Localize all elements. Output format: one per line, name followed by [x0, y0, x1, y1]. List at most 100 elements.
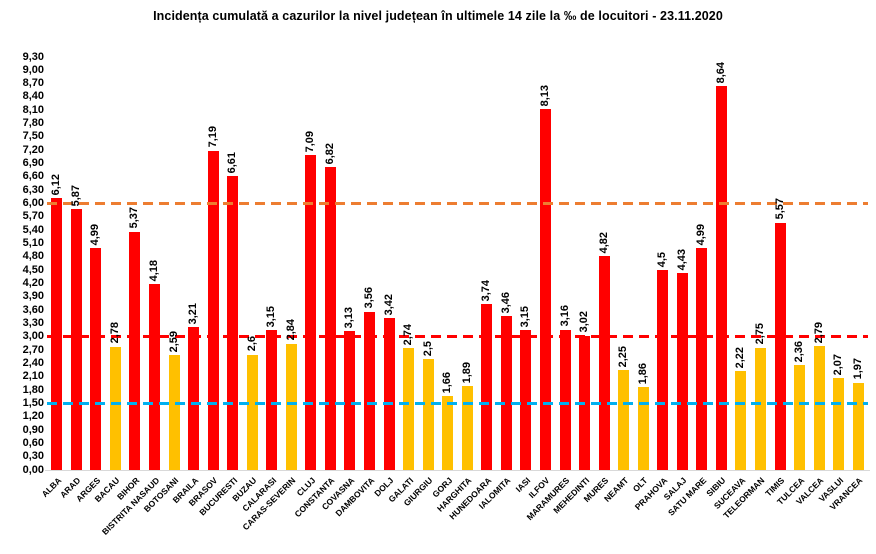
y-tick-label: 6,00 [22, 197, 44, 210]
y-tick-label: 5,10 [22, 237, 44, 250]
y-tick-label: 7,50 [22, 130, 44, 143]
bar-iasi [520, 330, 532, 470]
bar-satu-mare [696, 248, 708, 470]
bar-value-label: 3,15 [265, 305, 278, 328]
middle-threshold-line [47, 335, 868, 339]
bar-brasov [207, 150, 219, 470]
bar-alba [51, 198, 63, 470]
y-tick-label: 1,80 [22, 383, 44, 396]
bar-dambovita [364, 311, 376, 470]
bar-value-label: 5,87 [69, 184, 82, 207]
y-tick-label: 0,30 [22, 450, 44, 463]
lower-threshold-line [47, 401, 868, 405]
bar-value-label: 4,99 [89, 223, 102, 246]
bar-value-label: 1,86 [636, 362, 649, 385]
bar-timis [774, 222, 786, 470]
y-tick-label: 5,70 [22, 210, 44, 223]
bar-gorj [442, 396, 454, 470]
chart-title: Incidența cumulată a cazurilor la nivel … [153, 9, 723, 23]
bar-value-label: 2,79 [812, 321, 825, 344]
bar-value-label: 3,15 [519, 305, 532, 328]
bar-value-label: 1,66 [441, 371, 454, 394]
y-tick-label: 9,30 [22, 50, 44, 63]
y-tick-label: 1,20 [22, 410, 44, 423]
y-tick-label: 3,30 [22, 316, 44, 329]
bar-value-label: 1,97 [851, 358, 864, 380]
bar-value-label: 3,46 [499, 291, 512, 314]
bar-valcea [813, 346, 825, 470]
bar-bihor [129, 231, 141, 470]
bar-vaslui [833, 378, 845, 470]
bar-value-label: 2,25 [617, 345, 630, 368]
bar-value-label: 6,61 [226, 152, 239, 174]
y-tick-label: 3,60 [22, 303, 44, 316]
bar-value-label: 4,5 [656, 251, 669, 268]
y-tick-label: 1,50 [22, 396, 44, 409]
bar-prahova [657, 270, 669, 470]
bar-mures [598, 255, 610, 470]
y-tick-label: 0,60 [22, 436, 44, 449]
bar-caras-severin [285, 343, 297, 470]
y-tick-label: 7,20 [22, 143, 44, 156]
bar-galati [403, 348, 415, 470]
bar-value-label: 7,09 [304, 130, 317, 153]
bar-giurgiu [422, 358, 434, 470]
y-tick-label: 3,00 [22, 330, 44, 343]
y-tick-label: 4,20 [22, 276, 44, 289]
bar-value-label: 2,74 [402, 323, 415, 346]
bar-value-label: 8,64 [714, 61, 727, 84]
y-tick-label: 5,40 [22, 223, 44, 236]
y-tick-label: 2,40 [22, 356, 44, 369]
y-tick-label: 2,70 [22, 343, 44, 356]
bar-bacau [109, 346, 121, 470]
bar-botosani [168, 354, 180, 470]
bar-cluj [305, 155, 317, 470]
bar-value-label: 1,89 [460, 361, 473, 384]
bar-value-label: 2,75 [753, 323, 766, 345]
bar-olt [637, 387, 649, 470]
upper-threshold-line [47, 202, 868, 206]
bar-value-label: 6,82 [323, 142, 336, 165]
bar-value-label: 7,19 [206, 126, 219, 148]
bar-sibiu [715, 86, 727, 470]
bar-ilfov [539, 108, 551, 470]
bar-value-label: 2,59 [167, 330, 180, 352]
bar-hunedoara [481, 303, 493, 470]
bar-value-label: 3,74 [480, 279, 493, 301]
bar-calarasi [266, 330, 278, 470]
bar-value-label: 3,56 [363, 287, 376, 309]
bar-value-label: 4,18 [148, 259, 160, 282]
bar-constanta [324, 167, 336, 470]
bar-value-label: 2,6 [245, 336, 258, 352]
bar-bucuresti [227, 176, 239, 470]
bar-value-label: 3,42 [382, 293, 395, 316]
bar-value-label: 2,22 [734, 347, 747, 369]
bar-value-label: 2,36 [793, 340, 806, 363]
bar-value-label: 3,16 [558, 305, 571, 327]
bar-value-label: 6,12 [50, 173, 63, 196]
y-tick-label: 7,80 [22, 117, 44, 130]
bar-suceava [735, 371, 747, 470]
bar-value-label: 3,21 [187, 303, 200, 325]
bar-harghita [461, 386, 473, 470]
y-tick-label: 4,80 [22, 250, 44, 263]
y-tick-label: 9,00 [22, 63, 44, 76]
bar-tulcea [794, 365, 806, 470]
y-tick-label: 6,90 [22, 157, 44, 170]
y-tick-label: 8,10 [22, 103, 44, 116]
bar-value-label: 2,78 [108, 322, 121, 344]
y-tick-label: 6,60 [22, 170, 44, 183]
y-tick-label: 2,10 [22, 370, 44, 383]
bar-ialomita [500, 316, 512, 470]
bar-value-label: 4,99 [695, 223, 708, 246]
bar-value-label: 3,13 [343, 306, 356, 329]
x-axis-line [45, 470, 870, 471]
bar-vrancea [852, 382, 864, 470]
y-tick-label: 8,40 [22, 90, 44, 103]
y-tick-label: 6,30 [22, 183, 44, 196]
bar-value-label: 5,37 [128, 207, 141, 229]
bar-value-label: 3,02 [578, 311, 591, 333]
bar-maramures [559, 329, 571, 470]
bar-value-label: 4,43 [675, 248, 688, 271]
